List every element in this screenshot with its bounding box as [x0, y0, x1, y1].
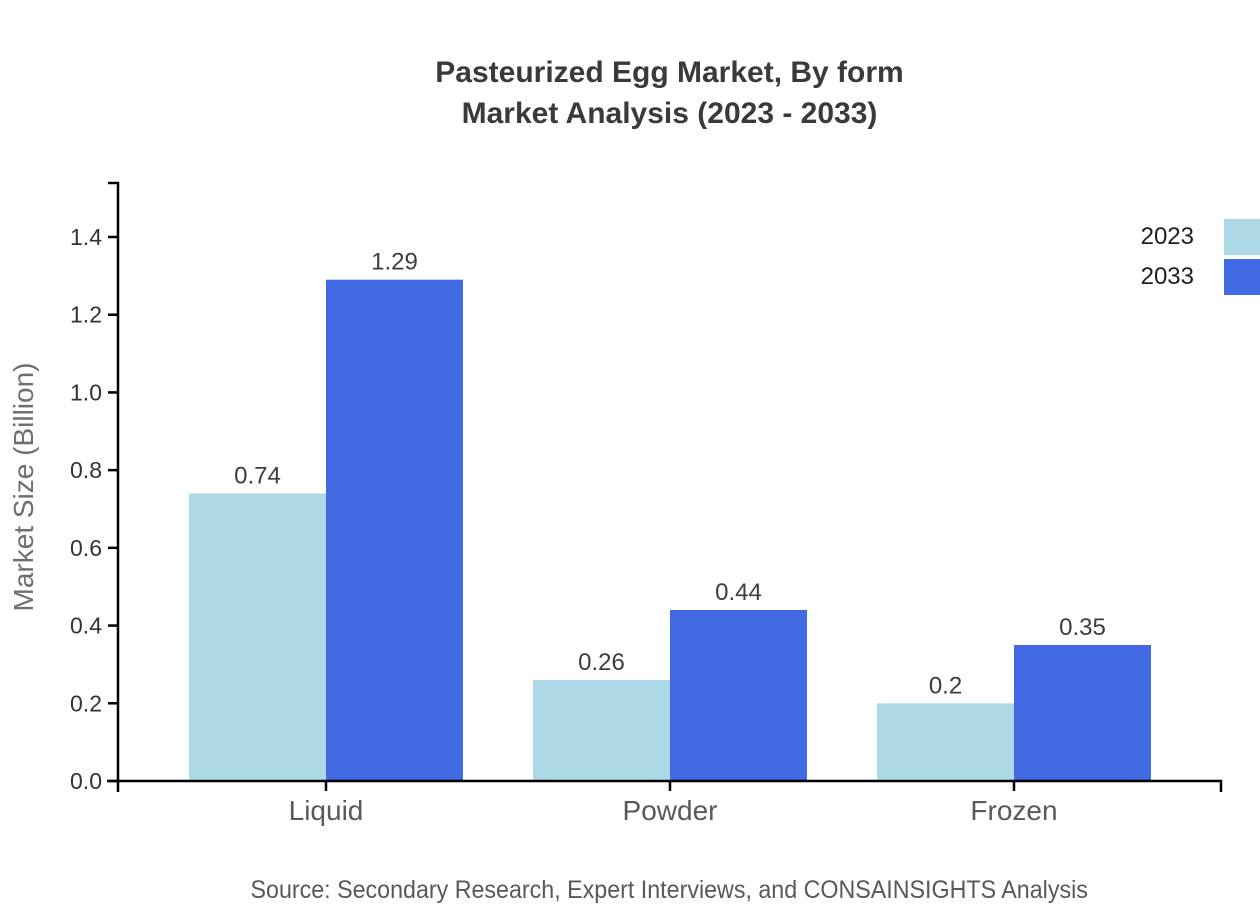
bar-value-label-2023-frozen: 0.2: [929, 672, 962, 699]
legend-swatch-2033-icon: [1224, 259, 1260, 295]
y-axis-tick-label-0.6: 0.6: [70, 535, 102, 561]
legend-item-2033: 2033: [1141, 259, 1260, 295]
legend-label-2023: 2023: [1140, 223, 1194, 250]
y-axis-line: [108, 181, 120, 792]
legend-swatch-2023-icon: [1224, 219, 1260, 255]
x-axis-category-label-powder: Powder: [623, 795, 718, 826]
y-axis-title: Market Size (Billion): [8, 363, 39, 612]
y-axis-tick-label-1.0: 1.0: [70, 379, 102, 405]
y-axis-tick-label-0.8: 0.8: [70, 457, 102, 483]
y-axis-tick-label-0.2: 0.2: [70, 690, 102, 716]
source-attribution-text: Source: Secondary Research, Expert Inter…: [250, 876, 1089, 904]
y-axis-tick-label-1.2: 1.2: [70, 302, 102, 328]
bar-2033-liquid: [326, 279, 463, 781]
x-axis-line: [107, 779, 1223, 792]
y-axis-tick-label-0.0: 0.0: [70, 768, 102, 794]
bar-2023-liquid: [189, 493, 326, 781]
bar-2023-frozen: [877, 703, 1014, 781]
bar-2033-frozen: [1014, 645, 1151, 781]
x-axis-category-label-liquid: Liquid: [289, 795, 364, 826]
x-axis-category-label-frozen: Frozen: [970, 795, 1057, 826]
y-axis-tick-label-1.4: 1.4: [70, 224, 102, 250]
bar-value-label-2033-frozen: 0.35: [1059, 614, 1106, 641]
chart-title-line-2: Market Analysis (2023 - 2033): [461, 97, 878, 130]
bar-value-label-2033-powder: 0.44: [715, 579, 762, 606]
chart-title: Pasteurized Egg Market, By form Market A…: [118, 52, 1221, 134]
y-axis-tick-label-0.4: 0.4: [70, 613, 102, 639]
chart-legend: 2023 2033: [1141, 219, 1260, 295]
bar-value-label-2023-liquid: 0.74: [234, 463, 281, 490]
bar-2023-powder: [533, 680, 670, 781]
chart-title-line-1: Pasteurized Egg Market, By form: [435, 56, 904, 89]
source-attribution: Source: Secondary Research, Expert Inter…: [118, 876, 1221, 905]
bar-2033-powder: [670, 610, 807, 781]
bar-value-label-2033-liquid: 1.29: [371, 249, 418, 276]
legend-label-2033: 2033: [1140, 263, 1194, 290]
legend-item-2023: 2023: [1141, 219, 1260, 255]
bar-value-label-2023-powder: 0.26: [578, 649, 625, 676]
